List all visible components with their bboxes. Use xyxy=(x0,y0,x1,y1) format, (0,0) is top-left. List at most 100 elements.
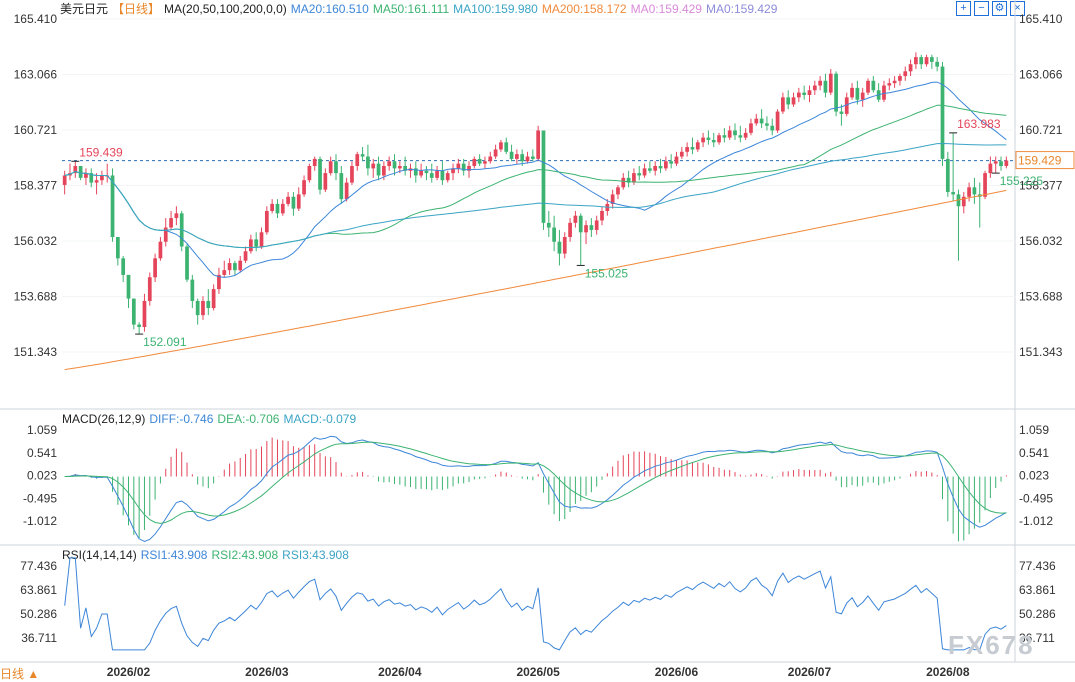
candle-body xyxy=(499,142,503,150)
candle-body xyxy=(786,97,791,105)
price-tick-right: 165.410 xyxy=(1019,12,1063,26)
candle-body xyxy=(435,170,439,178)
macd-diff-value: DIFF:-0.746 xyxy=(149,412,214,426)
candle-body xyxy=(296,194,301,209)
candle-body xyxy=(775,111,780,131)
candle-body xyxy=(371,163,376,169)
candle-body xyxy=(594,220,599,230)
candle-body xyxy=(600,210,604,221)
ma-value-0: MA20:160.510 xyxy=(290,2,369,16)
candle-body xyxy=(850,87,854,98)
rsi3-value: RSI3:43.908 xyxy=(282,548,349,562)
candle-body xyxy=(621,177,626,188)
candle-body xyxy=(169,218,173,228)
price-tick-left: 153.688 xyxy=(14,289,58,303)
candle-body xyxy=(440,170,445,181)
date-tick: 2026/02 xyxy=(107,665,151,679)
timeframe-tag[interactable]: 日线 ▲ xyxy=(0,667,40,681)
macd-tick-right: -0.495 xyxy=(1019,491,1053,505)
candle-body xyxy=(908,64,913,72)
main-legend: 美元日元 【日线】 MA(20,50,100,200,0,0) MA20:160.51… xyxy=(60,1,785,17)
candle-body xyxy=(493,149,498,157)
timeframe-label[interactable]: 【日线】 xyxy=(112,2,161,16)
candle-body xyxy=(174,213,179,219)
candle-body xyxy=(999,161,1003,167)
candle-body xyxy=(355,154,360,167)
candle-body xyxy=(121,258,126,275)
date-tick: 2026/06 xyxy=(655,665,699,679)
price-tick-left: 163.066 xyxy=(14,67,58,81)
candle-body xyxy=(568,222,572,238)
candle-body xyxy=(291,196,296,209)
candle-body xyxy=(812,85,817,91)
candle-body xyxy=(706,137,711,140)
price-tick-left: 165.410 xyxy=(14,12,58,26)
candle-body xyxy=(424,170,429,174)
price-tick-left: 158.377 xyxy=(14,178,58,192)
candle-body xyxy=(663,161,668,169)
settings-icon[interactable]: ⚙ xyxy=(992,1,1007,16)
candle-body xyxy=(860,92,865,100)
ma200-line xyxy=(64,189,1007,371)
candle-body xyxy=(366,156,370,169)
macd-dea-line xyxy=(64,441,1007,524)
candle-body xyxy=(392,161,397,169)
candle-body xyxy=(695,142,700,150)
candle-body xyxy=(552,227,556,242)
candle-body xyxy=(78,166,83,178)
candle-body xyxy=(461,163,466,171)
ma20-line xyxy=(64,81,1007,278)
rsi2-value: RSI2:43.908 xyxy=(211,548,279,562)
zoom-out-icon[interactable]: − xyxy=(974,1,989,16)
candle-body xyxy=(445,173,450,181)
candle-body xyxy=(360,154,365,157)
candle-body xyxy=(717,135,721,143)
candle-body xyxy=(967,187,971,197)
candle-body xyxy=(929,57,934,62)
candle-body xyxy=(945,158,950,193)
candle-body xyxy=(557,241,562,254)
price-tick-right: 160.721 xyxy=(1019,123,1063,137)
candle-body xyxy=(483,161,487,164)
candle-body xyxy=(898,76,902,81)
candle-body xyxy=(679,151,684,157)
candle-body xyxy=(573,215,578,223)
candle-body xyxy=(951,192,955,195)
candle-body xyxy=(206,300,211,309)
candle-body xyxy=(451,168,455,174)
candle-body xyxy=(616,187,620,195)
macd-label: MACD(26,12,9) xyxy=(62,412,146,426)
candle-body xyxy=(818,80,822,86)
candles-layer xyxy=(62,52,1009,335)
watermark: FX678 xyxy=(948,630,1035,660)
candle-body xyxy=(264,210,269,233)
zoom-in-icon[interactable]: + xyxy=(956,1,971,16)
candle-body xyxy=(983,173,987,197)
date-tick: 2026/03 xyxy=(245,665,289,679)
candle-body xyxy=(403,166,408,171)
candle-body xyxy=(562,237,567,254)
candle-body xyxy=(318,158,322,190)
price-tick-right: 153.688 xyxy=(1019,289,1063,303)
rsi-tick-right: 77.436 xyxy=(1019,559,1056,573)
current-price-label: 159.429 xyxy=(1018,154,1062,168)
candle-body xyxy=(887,83,892,86)
macd-tick-right: 1.059 xyxy=(1019,423,1049,437)
candle-body xyxy=(227,263,232,271)
candle-body xyxy=(280,203,285,214)
candle-body xyxy=(701,137,705,143)
rsi-tick-right: 50.286 xyxy=(1019,607,1056,621)
ma-value-1: MA50:161.111 xyxy=(372,2,450,16)
candle-body xyxy=(376,163,381,176)
candle-body xyxy=(669,161,674,164)
close-icon[interactable]: × xyxy=(1010,1,1025,16)
candle-body xyxy=(727,130,732,138)
candle-body xyxy=(413,168,418,176)
candle-body xyxy=(674,156,679,164)
candle-body xyxy=(254,239,259,247)
candle-body xyxy=(988,163,993,174)
ma100-line xyxy=(64,142,1007,249)
price-tick-right: 156.032 xyxy=(1019,234,1063,248)
candle-body xyxy=(397,166,402,169)
